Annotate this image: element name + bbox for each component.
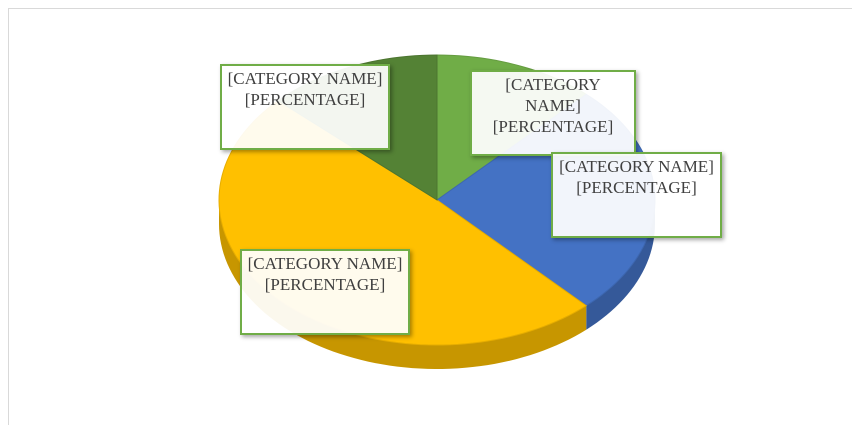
data-label: [CATEGORY NAME] [PERCENTAGE] bbox=[220, 64, 390, 150]
slice-side bbox=[586, 200, 655, 330]
chart-border bbox=[8, 8, 852, 425]
data-label: [CATEGORY NAME] [PERCENTAGE] bbox=[551, 152, 722, 238]
data-label: [CATEGORY NAME] [PERCENTAGE] bbox=[470, 70, 636, 156]
data-label: [CATEGORY NAME] [PERCENTAGE] bbox=[240, 249, 410, 335]
